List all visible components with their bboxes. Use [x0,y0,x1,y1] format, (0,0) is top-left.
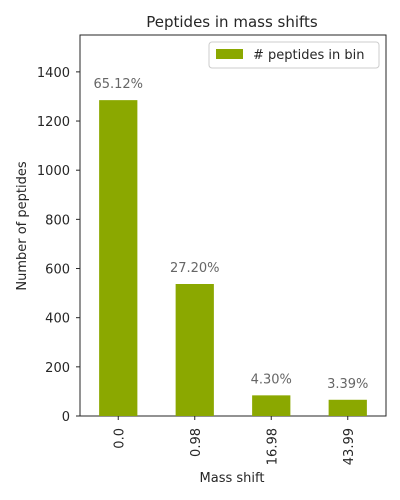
legend-frame [208,41,380,69]
bars-group [99,100,367,417]
y-tick-label: 400 [45,312,70,327]
y-tick-label: 1200 [37,115,70,130]
y-axis-label: Number of peptides [15,161,30,290]
legend-swatch [216,49,243,59]
chart-title: Peptides in mass shifts [146,13,318,31]
y-axis-ticks: 0 200 400 600 800 1000 1200 1400 [37,66,80,425]
bar [99,100,138,417]
plot-frame [79,34,387,417]
y-tick-label: 600 [45,263,70,278]
y-tick-label: 800 [45,213,70,228]
data-labels-group: 65.12% 27.20% 4.30% 3.39% [93,77,368,392]
x-axis-label: Mass shift [200,471,265,486]
bar-value-label: 4.30% [251,372,292,387]
bar-value-label: 27.20% [170,261,220,276]
bar [252,395,291,416]
x-tick-label: 0.98 [189,428,204,457]
legend-label: # peptides in bin [253,48,364,63]
bar-value-label: 65.12% [93,77,143,92]
y-tick-label: 0 [62,410,70,425]
bar [175,284,214,416]
x-tick-label: 16.98 [265,428,280,465]
y-tick-label: 1000 [37,164,70,179]
y-tick-label: 200 [45,361,70,376]
x-tick-label: 43.99 [342,428,357,465]
x-tick-label: 0.0 [112,428,127,449]
x-axis-ticks: 0.0 0.98 16.98 43.99 [112,416,357,465]
bar [328,399,367,416]
legend: # peptides in bin [208,41,380,69]
bar-value-label: 3.39% [327,377,368,392]
y-tick-label: 1400 [37,66,70,81]
